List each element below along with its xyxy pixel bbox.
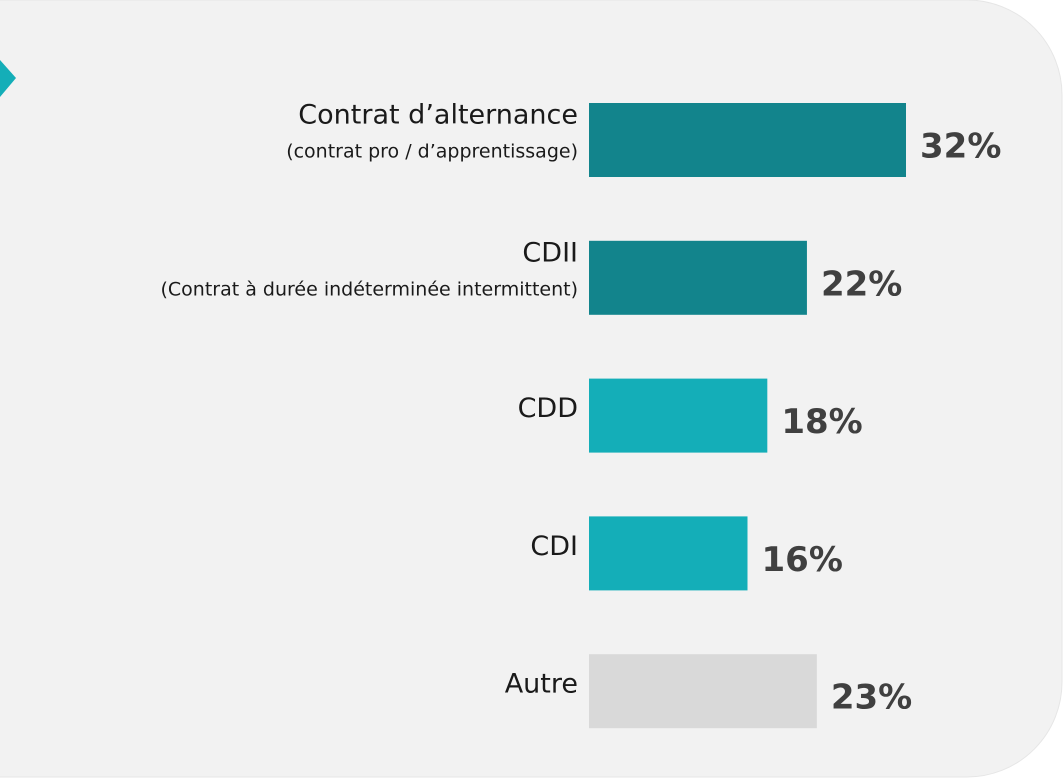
category-label: CDD <box>518 393 578 424</box>
category-label: Contrat d’alternance <box>298 100 578 131</box>
category-sublabel: (contrat pro / d’apprentissage) <box>286 141 578 163</box>
category-sublabel: (Contrat à durée indéterminée intermitte… <box>161 278 579 300</box>
bar <box>589 240 807 315</box>
arrow-icon <box>0 60 16 97</box>
category-label: Autre <box>505 669 578 700</box>
bar <box>589 516 748 591</box>
value-label: 32% <box>920 127 1001 167</box>
value-label: 18% <box>781 402 862 442</box>
bar <box>589 378 768 453</box>
value-label: 23% <box>831 678 912 718</box>
category-label: CDI <box>530 531 578 562</box>
value-label: 22% <box>821 264 902 304</box>
bar <box>589 654 817 729</box>
category-label: CDII <box>522 237 578 268</box>
bar <box>589 103 906 177</box>
value-label: 16% <box>762 540 843 580</box>
